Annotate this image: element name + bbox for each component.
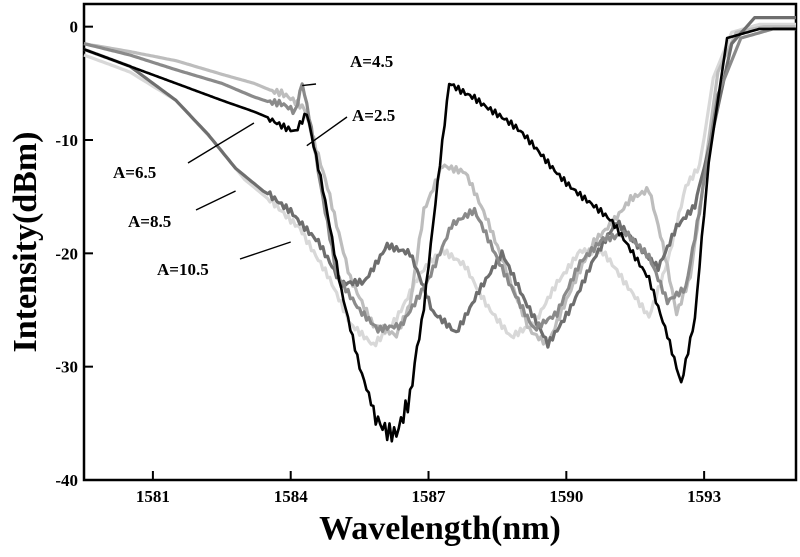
annotation-leader-a-10-5 xyxy=(239,241,291,260)
y-tick-label: -10 xyxy=(55,131,78,150)
x-tick-label: 1593 xyxy=(687,487,721,506)
annotation-label-a-4-5: A=4.5 xyxy=(350,52,393,71)
y-tick-label: -30 xyxy=(55,358,78,377)
y-tick-label: 0 xyxy=(70,18,79,37)
annotation-leader-a-8-5 xyxy=(195,190,236,211)
x-tick-label: 1587 xyxy=(412,487,447,506)
y-axis-title: Intensity(dBm) xyxy=(7,131,44,352)
y-tick-label: -40 xyxy=(55,471,78,490)
annotation-label-a-2-5: A=2.5 xyxy=(352,106,395,125)
annotation-leader-a-6-5 xyxy=(187,122,255,164)
y-tick-label: -20 xyxy=(55,244,78,263)
plot-frame xyxy=(82,2,798,482)
annotation-leader-a-2-5 xyxy=(306,116,348,147)
x-tick-label: 1581 xyxy=(136,487,170,506)
x-tick-label: 1584 xyxy=(274,487,309,506)
series-line-a-2-5 xyxy=(83,27,796,443)
x-axis-ticks: 1581 1584 1587 1590 1593 xyxy=(136,471,721,506)
annotation-label-a-6-5: A=6.5 xyxy=(113,163,156,182)
series-layer xyxy=(83,16,796,443)
y-axis-ticks: 0 -10 -20 -30 -40 xyxy=(55,18,93,490)
plot-area: 1581 1584 1587 1590 1593 0 -10 -20 -30 -40 A=4.5… xyxy=(55,2,798,506)
annotation-leader-a-4-5 xyxy=(302,83,317,87)
annotation-label-a-10-5: A=10.5 xyxy=(157,260,209,279)
series-line-a-10-5 xyxy=(83,16,796,349)
x-axis-title: Wavelength(nm) xyxy=(319,510,561,547)
x-tick-label: 1590 xyxy=(549,487,583,506)
series-line-a-4-5 xyxy=(83,27,796,334)
annotation-layer: A=4.5 A=2.5 A=6.5 A=8.5 A=10.5 xyxy=(113,52,395,279)
annotation-label-a-8-5: A=8.5 xyxy=(128,212,171,231)
